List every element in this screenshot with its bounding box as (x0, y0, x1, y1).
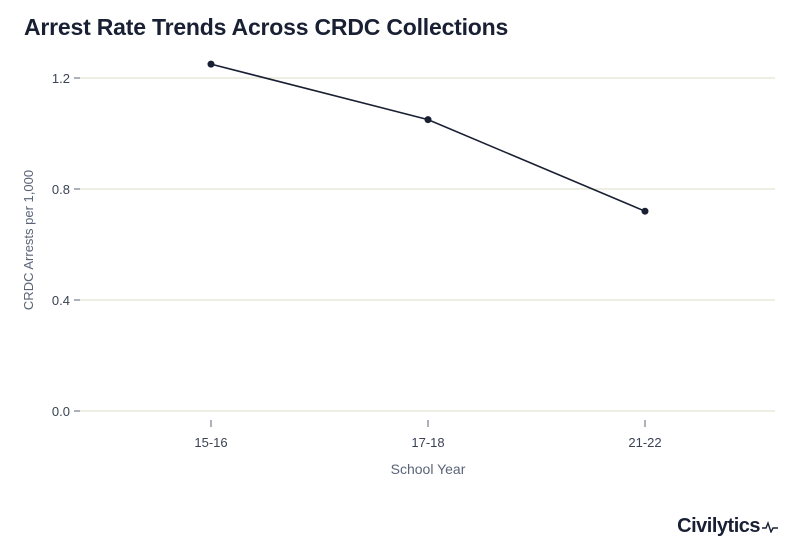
y-axis-label: CRDC Arrests per 1,000 (21, 170, 36, 310)
x-tick-label: 17-18 (411, 435, 444, 450)
data-point (207, 60, 215, 68)
x-axis-ticks: 15-16 17-18 21-22 (194, 420, 662, 450)
pulse-icon (762, 520, 778, 533)
x-tick-label: 15-16 (194, 435, 227, 450)
x-tick-label: 21-22 (628, 435, 661, 450)
y-tick-label: 0.8 (52, 182, 70, 197)
data-points (207, 60, 649, 215)
chart-title: Arrest Rate Trends Across CRDC Collectio… (24, 14, 509, 40)
gridlines (80, 77, 775, 412)
y-axis-ticks: 0.0 0.4 0.8 1.2 (52, 71, 80, 419)
y-tick-label: 1.2 (52, 71, 70, 86)
brand-logo: Civilytics (677, 515, 778, 538)
y-tick-label: 0.0 (52, 404, 70, 419)
y-tick-label: 0.4 (52, 293, 70, 308)
x-axis-label: School Year (391, 461, 466, 477)
brand-name: Civilytics (677, 515, 760, 537)
data-point (641, 207, 649, 215)
data-point (424, 116, 432, 124)
